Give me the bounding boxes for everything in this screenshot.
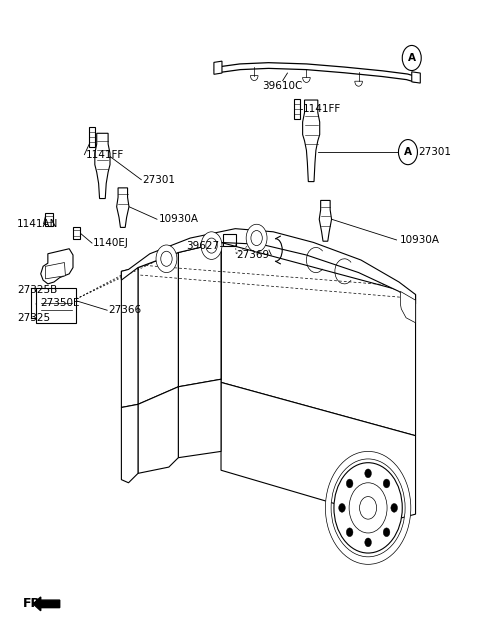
- Text: 10930A: 10930A: [158, 214, 198, 224]
- Text: 27325: 27325: [17, 313, 50, 323]
- Polygon shape: [89, 127, 95, 147]
- Circle shape: [402, 46, 421, 70]
- Text: 27301: 27301: [418, 147, 451, 157]
- Text: 27369: 27369: [236, 250, 269, 260]
- Polygon shape: [121, 404, 138, 483]
- Circle shape: [391, 503, 397, 512]
- Circle shape: [246, 224, 267, 252]
- Wedge shape: [325, 451, 411, 565]
- Circle shape: [201, 232, 222, 260]
- Polygon shape: [121, 268, 138, 408]
- Text: FR.: FR.: [23, 598, 46, 610]
- Text: 27325B: 27325B: [17, 285, 57, 295]
- Circle shape: [365, 469, 372, 478]
- Polygon shape: [138, 253, 179, 404]
- Polygon shape: [221, 382, 416, 520]
- Polygon shape: [95, 134, 110, 199]
- FancyArrow shape: [33, 597, 60, 611]
- Text: 10930A: 10930A: [399, 235, 439, 245]
- Circle shape: [365, 538, 372, 547]
- Text: 27350E: 27350E: [40, 298, 79, 308]
- Circle shape: [347, 479, 353, 488]
- Polygon shape: [412, 72, 420, 83]
- Polygon shape: [400, 291, 416, 323]
- Text: A: A: [404, 147, 412, 157]
- Circle shape: [334, 463, 402, 553]
- Polygon shape: [121, 229, 416, 304]
- Polygon shape: [179, 379, 221, 458]
- Polygon shape: [294, 99, 300, 120]
- Polygon shape: [214, 61, 222, 74]
- Circle shape: [156, 245, 177, 273]
- Polygon shape: [179, 242, 221, 387]
- Polygon shape: [319, 201, 332, 241]
- Polygon shape: [221, 242, 416, 436]
- Circle shape: [347, 528, 353, 537]
- Text: 1140EJ: 1140EJ: [93, 238, 129, 248]
- Polygon shape: [41, 249, 73, 284]
- Text: 39627: 39627: [186, 241, 219, 251]
- Polygon shape: [138, 387, 179, 473]
- Polygon shape: [72, 227, 80, 239]
- Polygon shape: [302, 100, 320, 182]
- Polygon shape: [36, 288, 76, 323]
- Text: A: A: [408, 53, 416, 63]
- Circle shape: [383, 479, 390, 488]
- Text: 39610C: 39610C: [263, 80, 303, 91]
- Polygon shape: [46, 263, 65, 279]
- Polygon shape: [117, 188, 129, 227]
- Text: 27366: 27366: [108, 305, 141, 315]
- Polygon shape: [46, 213, 53, 225]
- Circle shape: [398, 139, 418, 165]
- Circle shape: [339, 503, 345, 512]
- Text: 1141FF: 1141FF: [302, 104, 341, 115]
- Text: 1141AN: 1141AN: [17, 218, 59, 229]
- Text: 27301: 27301: [143, 175, 176, 185]
- Circle shape: [383, 528, 390, 537]
- Text: 1141FF: 1141FF: [86, 149, 124, 160]
